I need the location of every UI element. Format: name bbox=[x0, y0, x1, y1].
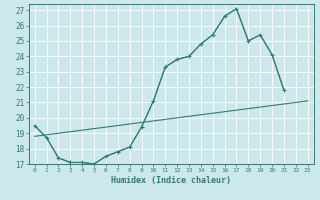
X-axis label: Humidex (Indice chaleur): Humidex (Indice chaleur) bbox=[111, 176, 231, 185]
